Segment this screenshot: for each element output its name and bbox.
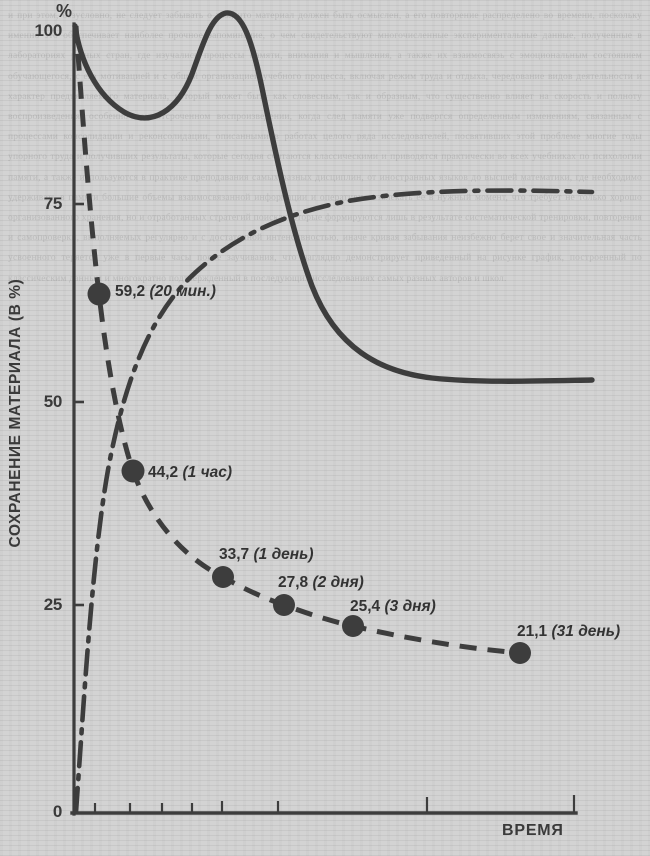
point-annotation-3days: 25,4 (3 дня) bbox=[350, 598, 436, 616]
point-time: (31 день) bbox=[551, 623, 621, 640]
y-tick-label-0: 0 bbox=[52, 802, 62, 821]
point-time: (20 мин.) bbox=[149, 283, 216, 300]
y-tick-label-25: 25 bbox=[43, 595, 63, 614]
y-axis-ticks bbox=[74, 202, 84, 607]
percent-symbol-label: % bbox=[56, 1, 73, 21]
data-point-marker bbox=[342, 615, 364, 637]
x-axis-title: ВРЕМЯ bbox=[502, 822, 564, 839]
data-point-marker bbox=[509, 642, 531, 664]
point-annotation-31days: 21,1 (31 день) bbox=[517, 623, 620, 641]
point-value: 27,8 bbox=[278, 574, 309, 591]
point-annotation-20min: 59,2 (20 мин.) bbox=[115, 283, 216, 301]
y-tick-label-100: 100 bbox=[34, 21, 63, 40]
point-time: (2 дня) bbox=[312, 574, 364, 591]
data-point-markers bbox=[87, 282, 531, 664]
data-point-marker bbox=[273, 594, 295, 616]
data-point-marker bbox=[121, 459, 145, 483]
dash-dot-curve bbox=[73, 188, 595, 815]
point-annotation-1day: 33,7 (1 день) bbox=[219, 546, 314, 564]
point-value: 44,2 bbox=[148, 464, 179, 481]
axes-group bbox=[70, 22, 578, 816]
point-value: 59,2 bbox=[115, 283, 146, 300]
point-annotation-1hour: 44,2 (1 час) bbox=[148, 464, 232, 482]
point-time: (1 час) bbox=[182, 464, 233, 481]
solid-curve bbox=[72, 10, 595, 384]
point-time: (3 дня) bbox=[384, 598, 436, 615]
y-axis-title: СОХРАНЕНИЕ МАТЕРИАЛА (В %) bbox=[7, 278, 24, 548]
point-value: 33,7 bbox=[219, 546, 250, 563]
point-time: (1 день) bbox=[253, 546, 314, 563]
point-value: 25,4 bbox=[350, 598, 381, 615]
point-value: 21,1 bbox=[517, 623, 548, 640]
data-point-marker bbox=[212, 566, 234, 588]
y-tick-label-50: 50 bbox=[43, 392, 63, 411]
x-axis-ticks bbox=[93, 795, 576, 813]
data-point-marker bbox=[87, 282, 111, 306]
y-tick-label-75: 75 bbox=[43, 194, 63, 213]
point-annotation-2days: 27,8 (2 дня) bbox=[278, 574, 364, 592]
